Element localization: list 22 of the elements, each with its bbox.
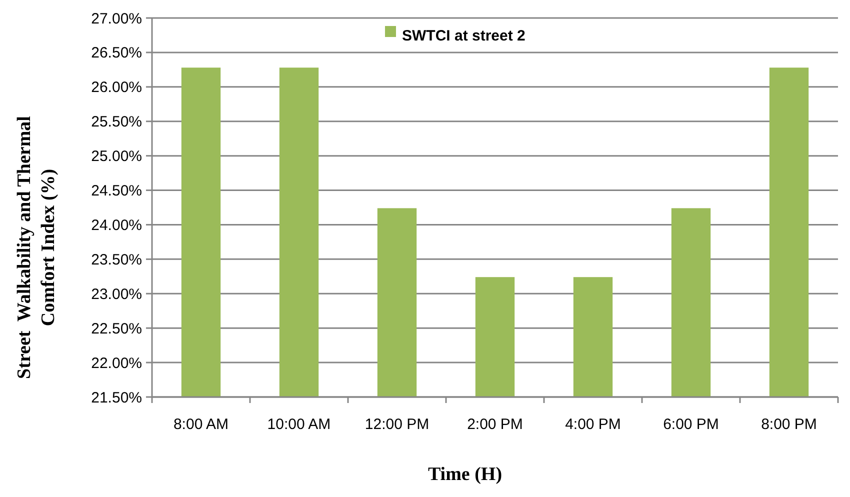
x-tick-label: 10:00 AM bbox=[267, 416, 331, 433]
y-tick-label: 22.50% bbox=[91, 320, 142, 338]
y-axis-title: Street Walkability and Thermal Comfort Index (%) bbox=[14, 116, 59, 379]
x-tick-label: 8:00 PM bbox=[761, 416, 817, 433]
y-tick-label: 24.00% bbox=[91, 216, 142, 234]
x-tick-label: 12:00 PM bbox=[364, 416, 430, 433]
y-tick-label: 25.50% bbox=[91, 114, 142, 131]
x-tick-label: 6:00 PM bbox=[663, 416, 719, 433]
y-tick-label: 24.50% bbox=[91, 182, 142, 200]
y-tick-label: 27.00% bbox=[91, 10, 142, 28]
x-tick-label: 8:00 AM bbox=[173, 416, 229, 433]
y-tick-label: 25.00% bbox=[91, 148, 142, 166]
x-axis-title: Time (H) bbox=[428, 464, 502, 485]
y-tick-label: 26.00% bbox=[91, 79, 142, 96]
legend-label: SWTCI at street 2 bbox=[402, 28, 526, 44]
y-tick-label: 23.50% bbox=[91, 251, 142, 268]
x-tick-label: 4:00 PM bbox=[565, 416, 621, 433]
y-tick-label: 26.50% bbox=[91, 44, 142, 62]
x-tick-label: 2:00 PM bbox=[467, 416, 523, 433]
y-tick-label: 21.50% bbox=[91, 389, 142, 406]
y-tick-label: 22.00% bbox=[91, 354, 142, 372]
y-tick-label: 23.00% bbox=[91, 286, 142, 303]
